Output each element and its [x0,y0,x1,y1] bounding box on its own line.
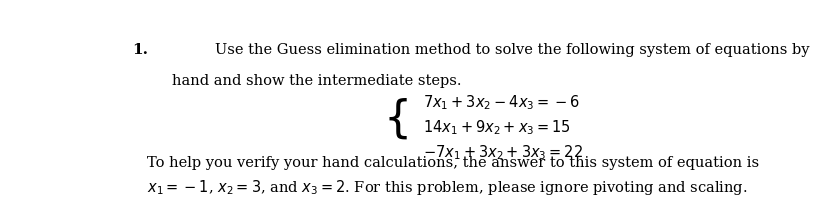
Text: $-7x_1 + 3x_2 + 3x_3 = 22$: $-7x_1 + 3x_2 + 3x_3 = 22$ [423,142,583,161]
Text: $\{$: $\{$ [382,95,407,140]
Text: To help you verify your hand calculations, the answer to this system of equation: To help you verify your hand calculation… [147,155,759,169]
Text: $14x_1 + 9x_2 + x_3 = 15$: $14x_1 + 9x_2 + x_3 = 15$ [423,118,572,136]
Text: $x_1 = -1$, $x_2 = 3$, and $x_3 = 2$. For this problem, please ignore pivoting a: $x_1 = -1$, $x_2 = 3$, and $x_3 = 2$. Fo… [147,177,748,196]
Text: hand and show the intermediate steps.: hand and show the intermediate steps. [173,74,462,88]
Text: Use the Guess elimination method to solve the following system of equations by: Use the Guess elimination method to solv… [216,43,809,57]
Text: 1.: 1. [132,43,148,57]
Text: $7x_1 + 3x_2 - 4x_3 = -6$: $7x_1 + 3x_2 - 4x_3 = -6$ [423,93,581,111]
